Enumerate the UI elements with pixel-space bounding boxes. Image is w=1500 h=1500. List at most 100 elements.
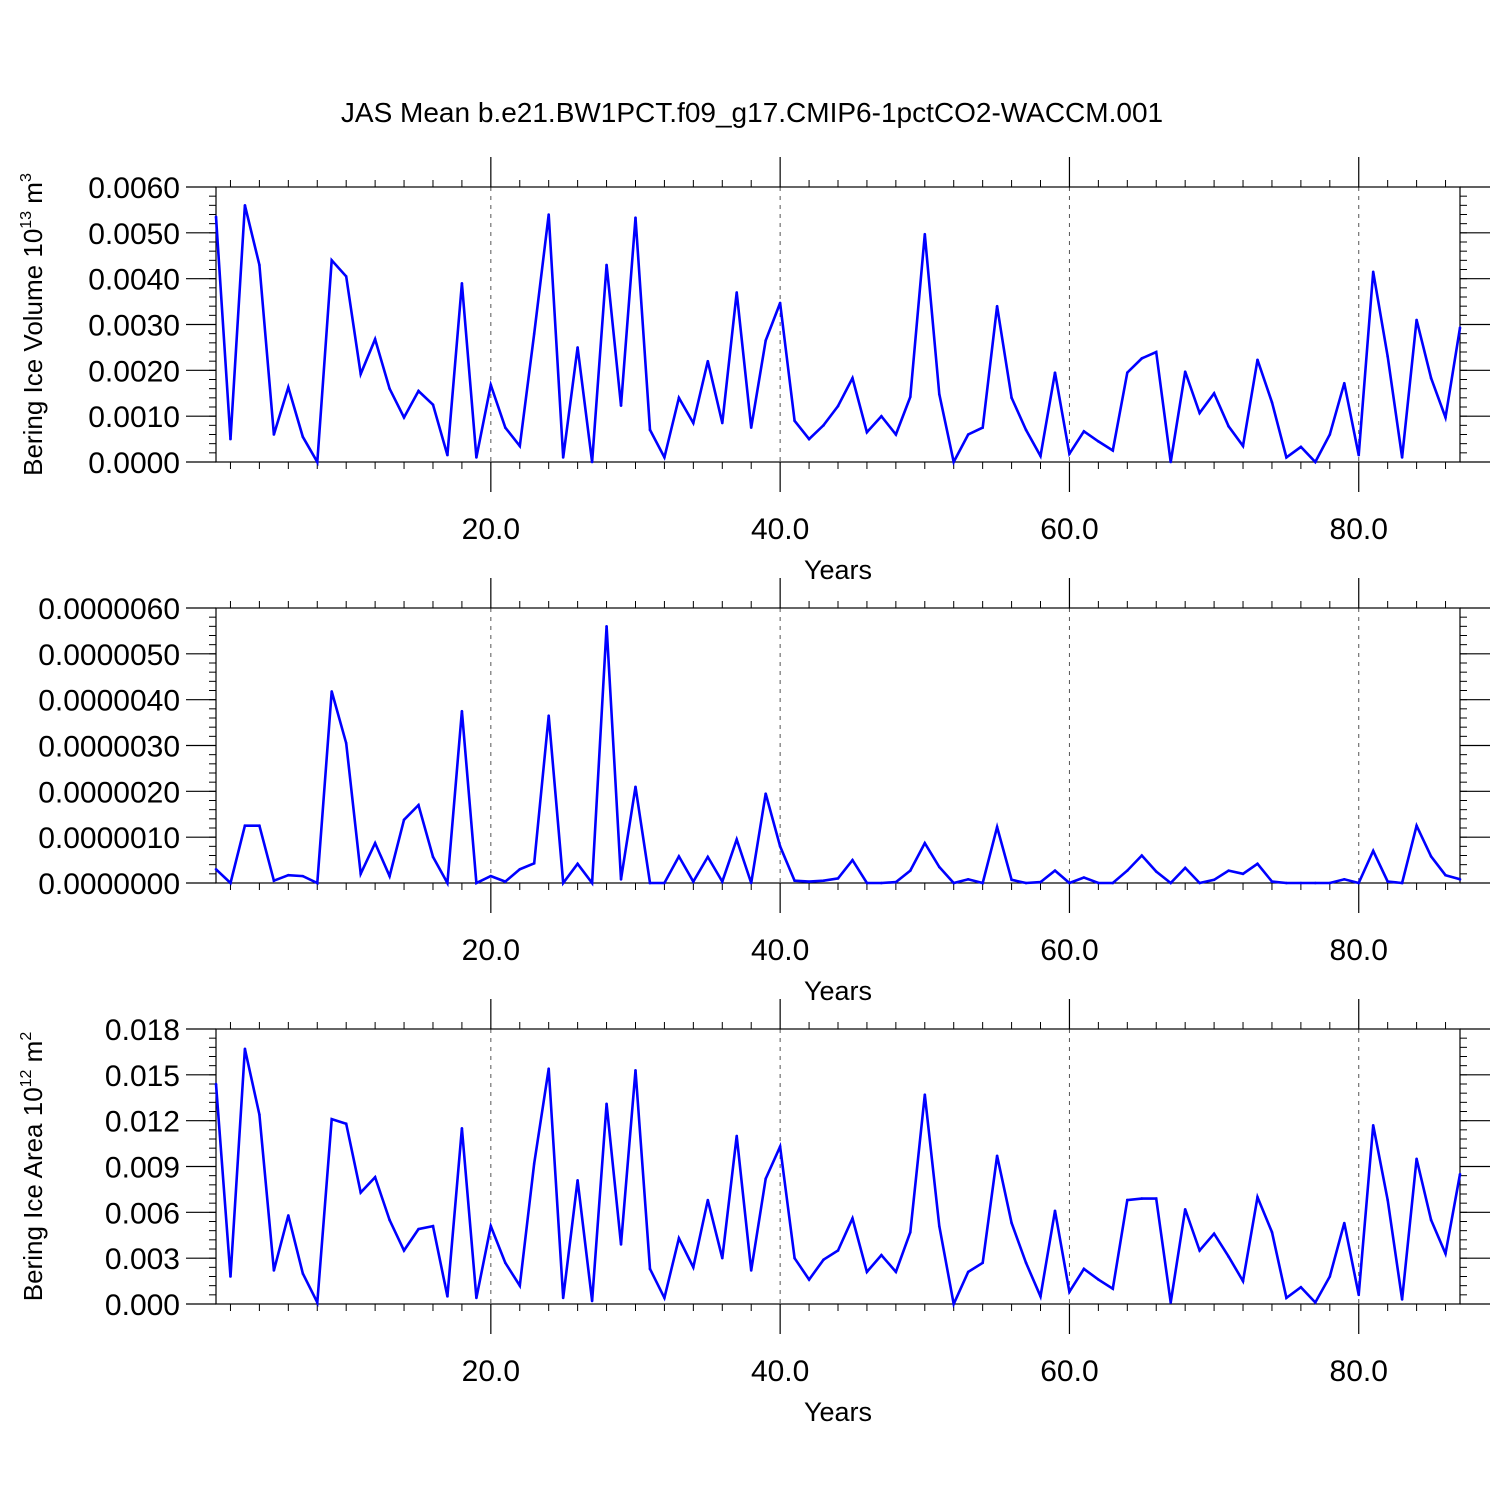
data-point bbox=[937, 865, 941, 869]
data-point bbox=[1227, 869, 1230, 872]
data-point bbox=[778, 845, 782, 848]
data-point bbox=[1270, 880, 1274, 883]
data-point bbox=[475, 881, 478, 885]
y-axis-label-exponent: 13 bbox=[18, 211, 35, 229]
data-point bbox=[287, 873, 290, 877]
data-point bbox=[865, 430, 869, 434]
data-point bbox=[619, 404, 623, 407]
data-point bbox=[735, 1134, 739, 1138]
data-point bbox=[344, 275, 348, 278]
plot-frame bbox=[215, 1028, 1461, 1305]
data-point bbox=[229, 437, 232, 441]
data-point bbox=[272, 433, 276, 436]
panel-1: 0.0000 0.0010 0.0020 0.0030 0.0040 0.0050 0.00… bbox=[18, 157, 1490, 585]
data-point bbox=[1429, 1218, 1433, 1222]
data-point bbox=[851, 1217, 854, 1220]
data-point bbox=[966, 433, 970, 436]
data-point bbox=[1458, 326, 1462, 330]
data-point bbox=[402, 416, 406, 419]
data-point bbox=[1328, 433, 1332, 436]
data-point bbox=[1126, 1198, 1129, 1202]
data-point bbox=[1126, 869, 1129, 872]
data-point bbox=[605, 625, 608, 628]
data-point bbox=[1386, 355, 1389, 358]
data-point bbox=[923, 1093, 927, 1096]
data-point bbox=[894, 880, 898, 884]
data-point bbox=[1198, 411, 1201, 415]
y-axis-label-exponent: 12 bbox=[18, 1069, 35, 1087]
data-point bbox=[590, 460, 594, 464]
data-point bbox=[1357, 453, 1361, 457]
y-tick-label: 0.0000030 bbox=[38, 731, 180, 764]
data-point bbox=[446, 881, 449, 885]
x-tick-label: 20.0 bbox=[462, 934, 520, 967]
data-point bbox=[793, 1256, 796, 1260]
data-point bbox=[1415, 1157, 1418, 1161]
data-point bbox=[504, 426, 507, 429]
data-point bbox=[1371, 1123, 1375, 1127]
data-point bbox=[720, 421, 724, 425]
data-point bbox=[1299, 1285, 1303, 1289]
data-point bbox=[301, 435, 305, 439]
y-axis-label-unit-exponent: 2 bbox=[18, 1032, 35, 1041]
data-point bbox=[981, 426, 984, 429]
data-point bbox=[272, 879, 276, 883]
plot-frame bbox=[215, 607, 1461, 884]
data-point bbox=[214, 215, 218, 219]
data-point bbox=[663, 456, 666, 459]
data-point bbox=[1068, 881, 1071, 885]
data-point bbox=[749, 881, 753, 885]
data-point bbox=[229, 881, 232, 885]
data-point bbox=[315, 1301, 319, 1304]
data-point bbox=[1024, 1261, 1028, 1265]
y-tick-label: 0.0000000 bbox=[38, 868, 180, 901]
data-point bbox=[402, 1249, 406, 1252]
data-point bbox=[1169, 460, 1172, 464]
data-point bbox=[431, 855, 435, 859]
data-point bbox=[417, 1227, 420, 1231]
y-axis-label: Bering Ice Area 1012 m2 bbox=[18, 1032, 48, 1302]
data-point bbox=[749, 1269, 753, 1272]
data-point bbox=[446, 453, 449, 457]
data-point bbox=[1097, 440, 1100, 443]
data-point bbox=[475, 1296, 478, 1300]
x-tick-label: 80.0 bbox=[1330, 934, 1388, 967]
data-point bbox=[243, 824, 247, 828]
data-point bbox=[836, 404, 840, 408]
data-point bbox=[460, 709, 464, 713]
data-point bbox=[576, 346, 579, 349]
data-point bbox=[1227, 1255, 1230, 1258]
data-point bbox=[417, 389, 420, 393]
x-tick-label: 40.0 bbox=[751, 934, 809, 967]
data-point bbox=[561, 881, 565, 885]
data-point bbox=[692, 421, 695, 425]
data-point bbox=[880, 414, 883, 418]
data-point bbox=[605, 263, 608, 267]
data-point bbox=[431, 403, 435, 407]
data-point bbox=[1082, 429, 1086, 433]
data-point bbox=[1053, 1209, 1057, 1213]
y-tick-label: 0.000 bbox=[105, 1289, 180, 1322]
data-point bbox=[807, 437, 811, 441]
data-point bbox=[1068, 452, 1071, 456]
data-point bbox=[1299, 881, 1303, 885]
data-point bbox=[1444, 416, 1447, 419]
data-point bbox=[1140, 357, 1144, 360]
y-tick-label: 0.012 bbox=[105, 1106, 180, 1139]
data-point bbox=[1212, 1232, 1216, 1236]
data-point bbox=[1342, 878, 1346, 881]
data-point bbox=[677, 855, 681, 858]
x-tick-label: 80.0 bbox=[1330, 513, 1388, 546]
y-tick-label: 0.0010 bbox=[88, 401, 180, 434]
data-point bbox=[807, 880, 811, 883]
data-point bbox=[1024, 881, 1028, 885]
series-line bbox=[214, 204, 1462, 467]
data-point bbox=[1444, 1252, 1447, 1255]
data-point bbox=[1053, 869, 1057, 872]
data-point bbox=[677, 1237, 681, 1240]
data-point bbox=[1371, 849, 1375, 853]
data-point bbox=[576, 1178, 579, 1182]
data-point bbox=[1126, 371, 1129, 374]
data-point bbox=[865, 881, 869, 885]
data-point bbox=[720, 1256, 724, 1260]
